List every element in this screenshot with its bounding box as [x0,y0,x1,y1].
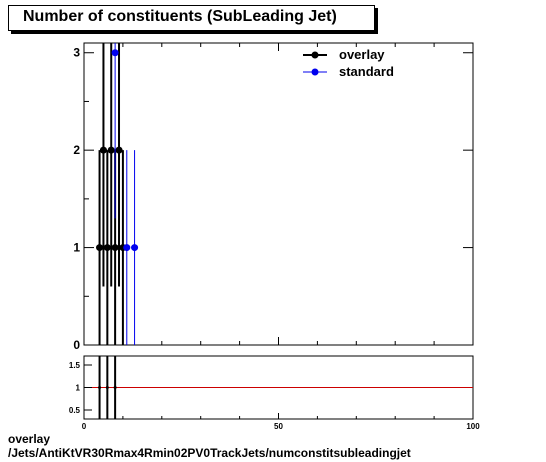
ratio-point [113,386,117,389]
legend-label-overlay: overlay [339,47,385,62]
ratio-x-tick-label: 100 [466,422,480,431]
y-tick-label: 0 [73,338,80,352]
caption-dataset: overlay [8,432,51,446]
title-box: Number of constituents (SubLeading Jet) [8,5,375,31]
data-point-standard [123,244,131,252]
data-point-overlay [111,244,119,252]
legend-marker-overlay [311,51,319,59]
ratio-x-tick-label: 50 [274,422,283,431]
legend: overlay standard [303,47,394,79]
data-point-overlay [107,146,115,154]
data-point-overlay [96,244,104,252]
main-panel: 0 1 2 3 [73,42,474,352]
ratio-point [98,386,102,389]
data-point-standard [131,244,139,252]
ratio-y-tick-label: 0.5 [69,406,81,415]
data-point-standard [111,49,119,57]
legend-label-standard: standard [339,64,394,79]
y-tick-label: 3 [73,46,80,60]
chart-title: Number of constituents (SubLeading Jet) [23,8,337,25]
data-point-overlay [103,244,111,252]
main-frame [83,42,474,346]
data-point-overlay [99,146,107,154]
ratio-y-tick-label: 1.5 [69,361,81,370]
ratio-x-tick-label: 0 [82,422,87,431]
ratio-point [105,386,109,389]
ratio-y-tick-label: 1 [76,384,81,393]
legend-marker-standard [311,68,319,76]
ratio-panel: 0 50 100 0.5 1 1.5 [69,355,480,431]
caption-histogram-path: /Jets/AntiKtVR30Rmax4Rmin02PV0TrackJets/… [8,446,411,460]
y-tick-label: 1 [73,241,80,255]
y-tick-label: 2 [73,143,80,157]
data-point-overlay [115,146,123,154]
